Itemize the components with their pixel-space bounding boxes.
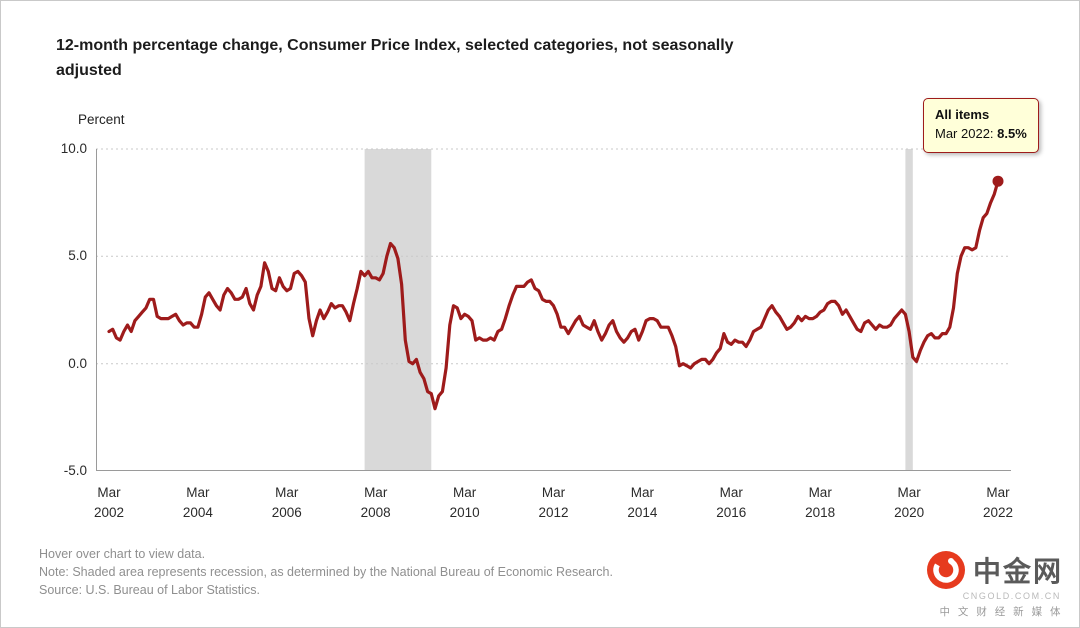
y-axis-tick-label: -5.0 [63, 463, 87, 478]
x-axis-tick-label: Mar 2010 [449, 485, 480, 520]
y-axis-tick-label: 5.0 [68, 248, 87, 264]
cpi-line-chart[interactable] [96, 148, 1011, 471]
y-axis-unit-label: Percent [78, 112, 125, 127]
logo-domain: CNGOLD.COM.CN [962, 591, 1061, 601]
footer-hover-hint: Hover over chart to view data. [39, 547, 206, 561]
page-title: 12-month percentage change, Consumer Pri… [56, 37, 734, 79]
tooltip-label: Mar 2022: [935, 125, 998, 141]
y-axis-tick-label: 10.0 [60, 141, 87, 156]
chart-plot-area[interactable] [96, 148, 1011, 471]
x-axis-tick-label: Mar 2018 [805, 485, 836, 520]
x-axis-tick-label: Mar 2016 [716, 485, 747, 520]
y-axis-tick-label: 0.0 [68, 355, 87, 371]
cpi-all-items-line [107, 179, 1000, 411]
cngold-watermark: 中金网 CNGOLD.COM.CN 中 文 财 经 新 媒 体 [913, 550, 1063, 619]
latest-point-marker [992, 175, 1004, 187]
logo-row: 中金网 [913, 550, 1063, 590]
recession-band [905, 149, 913, 471]
x-axis-tick-label: Mar 2006 [271, 485, 302, 520]
x-axis-tick-label: Mar 2022 [982, 485, 1014, 520]
x-axis-tick-label: Mar 2020 [894, 485, 925, 520]
tooltip-series-name: All items [935, 107, 990, 122]
x-axis-tick-label: Mar 2014 [627, 485, 658, 520]
footer-notes: Hover over chart to view data. Note: Sha… [39, 545, 613, 599]
logo-name: 中金网 [972, 556, 1063, 587]
cngold-logo-icon [926, 551, 965, 589]
recession-band [364, 149, 432, 471]
tooltip: All items Mar 2022: 8.5% [923, 98, 1039, 153]
tooltip-value: 8.5% [997, 125, 1027, 141]
x-axis-tick-label: Mar 2012 [538, 485, 569, 520]
x-axis-tick-label: Mar 2008 [360, 485, 391, 520]
footer-source-note: Source: U.S. Bureau of Labor Statistics. [39, 583, 260, 597]
footer-recession-note: Note: Shaded area represents recession, … [39, 565, 613, 579]
x-axis-tick-label: Mar 2004 [182, 485, 213, 520]
tooltip-value-line: Mar 2022: 8.5% [935, 125, 1027, 144]
logo-tagline: 中 文 财 经 新 媒 体 [939, 606, 1063, 618]
x-axis-tick-label: Mar 2002 [93, 485, 125, 520]
